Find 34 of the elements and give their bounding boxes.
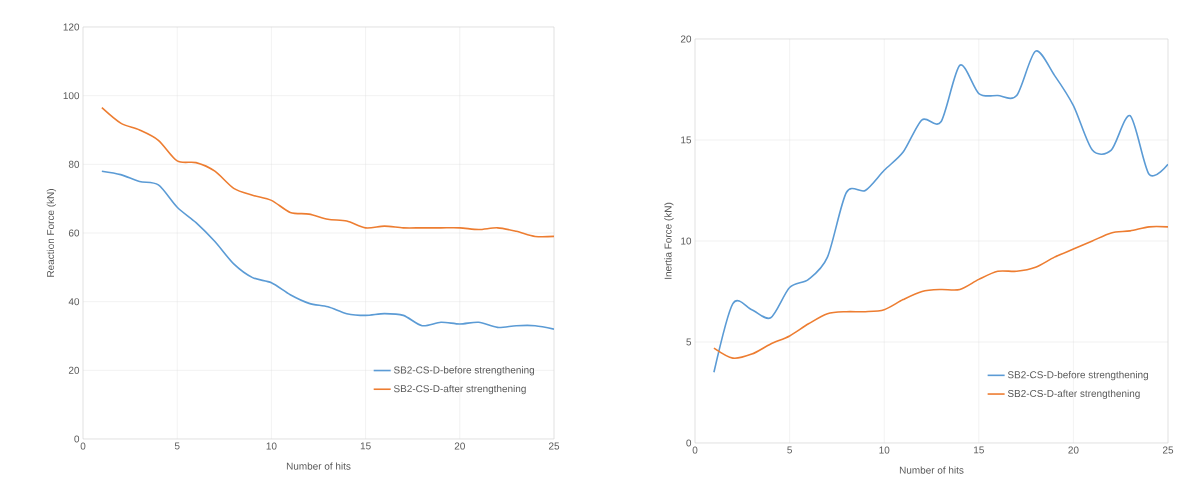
x-tick-label: 5 [174,442,180,450]
x-tick-label: 5 [787,446,792,454]
y-tick-label: 20 [68,366,80,374]
x-tick-label: 20 [1068,446,1079,454]
y-tick-label: 15 [681,136,692,144]
x-tick-label: 15 [360,442,371,450]
x-axis-title: Number of hits [899,466,964,474]
legend-label: SB2-CS-D-before strengthening [1007,370,1148,381]
x-tick-label: 0 [80,442,86,450]
y-tick-label: 40 [68,298,80,306]
x-tick-label: 25 [1162,446,1174,454]
y-tick-label: 100 [63,92,80,100]
y-tick-label: 10 [681,237,692,245]
line-series [713,225,1169,359]
y-tick-label: 120 [63,23,80,31]
x-tick-label: 20 [454,442,465,450]
y-tick-label: 0 [74,435,80,443]
y-tick-label: 60 [68,229,80,237]
y-tick-label: 80 [68,160,80,168]
x-tick-label: 25 [548,442,560,450]
y-tick-label: 20 [680,35,692,43]
y-axis-title: Reaction Force (kN) [46,189,57,277]
y-axis-title: Inertia Force (kN) [664,202,674,279]
line-series [101,106,555,238]
legend-label: SB2-CS-D-before strengthening [393,366,535,376]
legend-label: SB2-CS-D-after strengthening [393,384,526,395]
x-axis-title: Number of hits [286,462,351,470]
x-tick-label: 10 [266,442,277,450]
x-tick-label: 0 [692,446,698,454]
x-tick-label: 15 [974,446,984,454]
legend-label: SB2-CS-D-after strengthening [1007,389,1140,399]
y-tick-label: 5 [686,338,692,346]
x-tick-label: 10 [879,446,890,454]
line-series [101,170,555,330]
